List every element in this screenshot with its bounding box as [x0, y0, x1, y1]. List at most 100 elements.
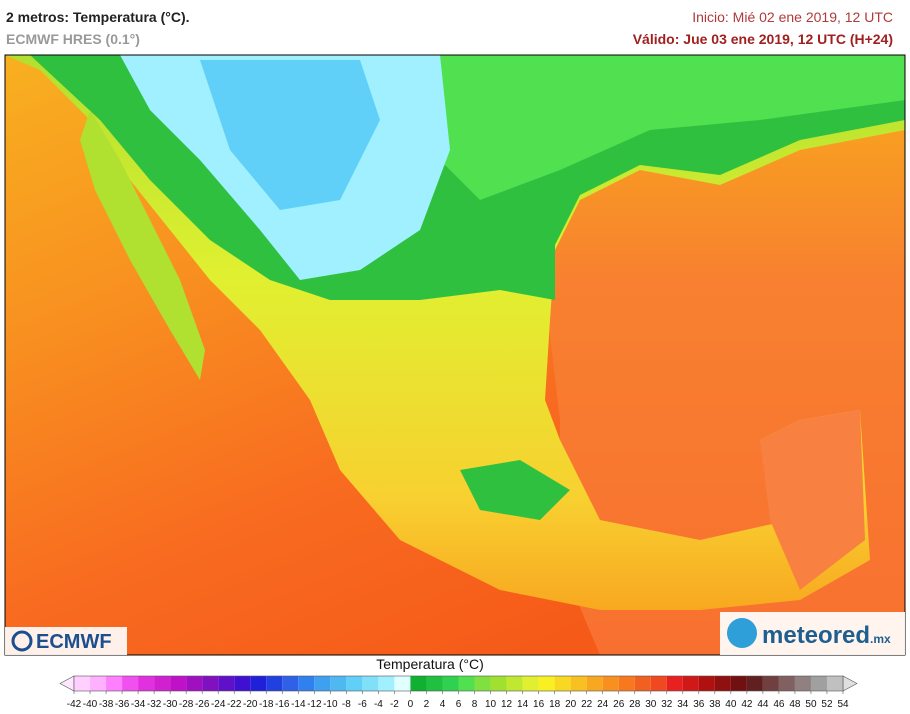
ecmwf-logo: ECMWF: [5, 627, 127, 655]
tick-label: 26: [613, 699, 625, 710]
highland-green: [460, 460, 570, 520]
tick-label: -26: [195, 699, 210, 710]
color-bin: [314, 676, 331, 691]
color-bin: [378, 676, 395, 691]
east-green: [420, 55, 905, 200]
colorbar-title: Temperatura (°C): [376, 656, 484, 672]
model: ECMWF HRES (0.1°): [6, 31, 140, 47]
tick-label: -38: [99, 699, 114, 710]
tick-label: 50: [805, 699, 817, 710]
tick-label: -28: [179, 699, 194, 710]
color-bin: [330, 676, 347, 691]
color-bin: [570, 676, 587, 691]
color-bin: [730, 676, 747, 691]
color-bin: [554, 676, 571, 691]
tick-label: 28: [629, 699, 641, 710]
meteored-name: meteored: [762, 622, 870, 649]
tick-label: 22: [581, 699, 593, 710]
tick-label: 38: [709, 699, 721, 710]
tick-label: 4: [440, 699, 446, 710]
color-bin: [458, 676, 475, 691]
tick-label: 54: [837, 699, 849, 710]
baja: [80, 110, 205, 380]
color-bin: [186, 676, 203, 691]
color-bin: [650, 676, 667, 691]
color-bin: [170, 676, 187, 691]
tick-label: 42: [741, 699, 753, 710]
tick-label: 2: [424, 699, 430, 710]
tick-label: 14: [517, 699, 529, 710]
color-bin: [522, 676, 539, 691]
tick-label: 8: [472, 699, 478, 710]
tick-label: 30: [645, 699, 657, 710]
color-bin: [634, 676, 651, 691]
tick-label: -34: [131, 699, 146, 710]
color-bin: [218, 676, 235, 691]
color-bin: [138, 676, 155, 691]
tick-label: 16: [533, 699, 545, 710]
tick-label: -6: [358, 699, 367, 710]
color-bin: [810, 676, 827, 691]
tick-label: 40: [725, 699, 737, 710]
tick-label: -24: [211, 699, 226, 710]
tick-label: 12: [501, 699, 513, 710]
color-bin: [506, 676, 523, 691]
tick-label: -40: [83, 699, 98, 710]
color-bin: [250, 676, 267, 691]
color-bin: [410, 676, 427, 691]
tick-label: -20: [243, 699, 258, 710]
meteored-text: meteored.mx: [762, 622, 891, 649]
color-bin: [778, 676, 795, 691]
tick-label: -16: [275, 699, 290, 710]
color-bin: [234, 676, 251, 691]
tick-label: 0: [408, 699, 414, 710]
color-bin: [106, 676, 123, 691]
color-bin: [490, 676, 507, 691]
color-bin: [298, 676, 315, 691]
title: 2 metros: Temperatura (°C).: [6, 9, 190, 25]
color-bin: [714, 676, 731, 691]
ecmwf-text: ECMWF: [36, 631, 112, 653]
tick-label: 48: [789, 699, 801, 710]
tick-label: -18: [259, 699, 274, 710]
yucatan: [760, 410, 865, 590]
tick-label: -12: [307, 699, 322, 710]
color-bin: [282, 676, 299, 691]
tick-label: -8: [342, 699, 351, 710]
tick-label: -2: [390, 699, 399, 710]
tick-label: -42: [67, 699, 82, 710]
color-bin: [202, 676, 219, 691]
tick-label: -30: [163, 699, 178, 710]
colorbar-high-end: [842, 675, 858, 692]
tick-label: -14: [291, 699, 306, 710]
color-bin: [538, 676, 555, 691]
tick-label: -36: [115, 699, 130, 710]
color-bin: [154, 676, 171, 691]
tick-label: 44: [757, 699, 769, 710]
color-bin: [698, 676, 715, 691]
color-bin: [346, 676, 363, 691]
map: [4, 54, 906, 656]
tick-label: -32: [147, 699, 162, 710]
meteored-logo: meteored.mx: [720, 612, 905, 655]
colorbar-low-end: [59, 675, 75, 692]
valid-time: Válido: Jue 03 ene 2019, 12 UTC (H+24): [633, 31, 893, 47]
tick-label: 6: [456, 699, 462, 710]
color-bin: [746, 676, 763, 691]
color-bin: [474, 676, 491, 691]
colder-area: [200, 60, 380, 210]
color-bin: [762, 676, 779, 691]
tick-label: -4: [374, 699, 383, 710]
color-bin: [794, 676, 811, 691]
color-bin: [682, 676, 699, 691]
tick-label: 52: [821, 699, 833, 710]
tick-label: -10: [323, 699, 338, 710]
color-bin: [394, 676, 411, 691]
tick-label: 46: [773, 699, 785, 710]
color-bin: [122, 676, 139, 691]
tick-label: 24: [597, 699, 609, 710]
color-bin: [90, 676, 107, 691]
color-bin: [74, 676, 91, 691]
color-bin: [266, 676, 283, 691]
